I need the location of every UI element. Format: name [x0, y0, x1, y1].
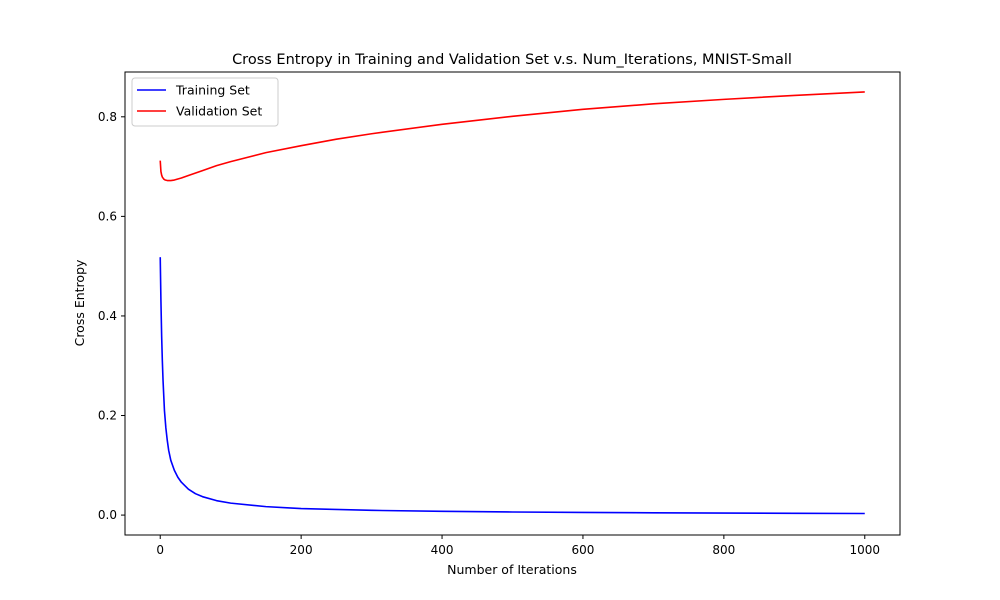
y-tick-label: 0.6 [98, 209, 117, 223]
x-axis-ticks: 0 200 400 600 800 1000 [156, 535, 880, 557]
series-line-1 [159, 91, 865, 182]
x-tick-label: 0 [156, 543, 164, 557]
x-tick-label: 200 [290, 543, 313, 557]
chart-title: Cross Entropy in Training and Validation… [232, 52, 792, 68]
series-line-0 [159, 257, 865, 515]
y-axis-ticks: 0.0 0.2 0.4 0.6 0.8 [98, 110, 125, 522]
x-tick-label: 1000 [849, 543, 880, 557]
y-tick-label: 0.8 [98, 110, 117, 124]
plot-area: 0 200 400 600 800 1000 0.0 0.2 0.4 0.6 0.8 [98, 71, 901, 557]
y-tick-label: 0.2 [98, 409, 117, 423]
y-axis-label: Cross Entropy [72, 259, 87, 346]
legend-frame [131, 77, 279, 127]
legend-label-0: Training Set [175, 83, 250, 98]
x-axis-label: Number of Iterations [447, 562, 577, 577]
axes-frame [124, 71, 901, 536]
y-tick-label: 0.0 [98, 508, 117, 522]
legend-label-1: Validation Set [176, 104, 262, 119]
legend: Training Set Validation Set [131, 77, 279, 127]
series-layer [159, 91, 865, 515]
x-tick-label: 600 [572, 543, 595, 557]
x-tick-label: 800 [712, 543, 735, 557]
y-tick-label: 0.4 [98, 309, 117, 323]
x-tick-label: 400 [431, 543, 454, 557]
